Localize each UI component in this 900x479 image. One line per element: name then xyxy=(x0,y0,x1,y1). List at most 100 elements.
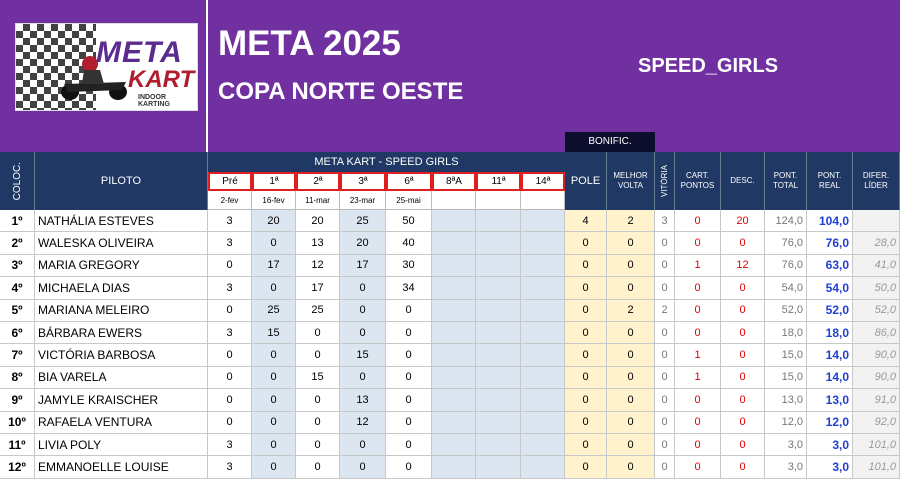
driver-name-cell: MARIANA MELEIRO xyxy=(35,299,208,322)
melhor-volta-cell: 0 xyxy=(607,411,655,434)
pole-cell: 0 xyxy=(565,411,607,434)
stage-date-0: 2-fev xyxy=(208,191,252,210)
stage-points-cell xyxy=(432,277,476,300)
table-row: 10º RAFAELA VENTURA 0 0 0 12 0 0 0 0 0 0 12,0 12,0 92,… xyxy=(0,411,900,434)
stage-points-cell: 0 xyxy=(340,434,386,457)
meta-kart-logo: META KART INDOOR KARTING xyxy=(15,23,198,111)
cart-pontos-cell: 1 xyxy=(675,344,721,367)
driver-name-cell: BÁRBARA EWERS xyxy=(35,322,208,345)
pole-cell: 4 xyxy=(565,210,607,233)
stage-points-cell xyxy=(476,210,521,233)
stage-points-cell: 25 xyxy=(252,299,296,322)
stage-points-cell xyxy=(521,366,565,390)
pont-total-cell: 12,0 xyxy=(765,411,807,434)
desc-cell: 20 xyxy=(721,210,765,233)
desc-cell: 0 xyxy=(721,232,765,255)
cart-pontos-cell: 1 xyxy=(675,366,721,390)
stage-date-6 xyxy=(476,191,521,210)
stage-points-cell: 25 xyxy=(340,210,386,233)
vitoria-cell: 0 xyxy=(655,411,675,434)
stage-points-cell: 0 xyxy=(252,232,296,255)
stage-points-cell: 15 xyxy=(296,366,340,390)
stage-points-cell xyxy=(432,434,476,457)
stage-points-cell: 3 xyxy=(208,456,252,479)
stage-date-1: 16-fev xyxy=(252,191,296,210)
desc-cell: 0 xyxy=(721,411,765,434)
desc-cell: 0 xyxy=(721,322,765,345)
stage-points-cell xyxy=(476,232,521,255)
driver-name-cell: VICTÓRIA BARBOSA xyxy=(35,344,208,367)
stage-points-cell: 0 xyxy=(252,456,296,479)
logo-meta-text: META xyxy=(96,36,183,69)
col-cart-label: CART. xyxy=(686,171,709,180)
position-cell: 5º xyxy=(0,299,35,322)
stage-points-cell: 0 xyxy=(208,389,252,412)
stage-date-7 xyxy=(521,191,565,210)
driver-name-cell: WALESKA OLIVEIRA xyxy=(35,232,208,255)
vitoria-cell: 3 xyxy=(655,210,675,233)
stage-date-3: 23-mar xyxy=(340,191,386,210)
stage-points-cell: 15 xyxy=(252,322,296,345)
stage-points-cell: 0 xyxy=(386,411,432,434)
pont-total-cell: 3,0 xyxy=(765,456,807,479)
col-pont-total: PONT. TOTAL xyxy=(765,152,807,210)
stage-points-cell xyxy=(476,254,521,278)
vitoria-cell: 0 xyxy=(655,456,675,479)
page-subtitle: COPA NORTE OESTE xyxy=(218,78,464,105)
stage-points-cell: 0 xyxy=(208,254,252,278)
col-ptotal-label1: PONT. xyxy=(773,171,798,180)
pont-total-cell: 18,0 xyxy=(765,322,807,345)
table-row: 8º BIA VARELA 0 0 15 0 0 0 0 0 1 0 15,0 14,0 90,0 xyxy=(0,366,900,390)
pont-total-cell: 54,0 xyxy=(765,277,807,300)
stage-header-1: 1ª xyxy=(252,172,296,191)
pont-real-cell: 18,0 xyxy=(807,322,853,345)
stage-points-cell xyxy=(521,210,565,233)
position-cell: 3º xyxy=(0,254,35,278)
col-pole: POLE xyxy=(565,152,607,210)
col-preal-label2: REAL xyxy=(819,181,840,190)
pont-real-cell: 104,0 xyxy=(807,210,853,233)
stage-points-cell xyxy=(432,344,476,367)
pont-total-cell: 13,0 xyxy=(765,389,807,412)
difer-lider-cell: 90,0 xyxy=(853,366,900,390)
stage-points-cell xyxy=(432,322,476,345)
stage-points-cell: 3 xyxy=(208,232,252,255)
stage-points-cell: 0 xyxy=(296,322,340,345)
cart-pontos-cell: 0 xyxy=(675,411,721,434)
stage-points-cell: 25 xyxy=(296,299,340,322)
cart-pontos-cell: 0 xyxy=(675,456,721,479)
pole-cell: 0 xyxy=(565,299,607,322)
stage-points-cell: 0 xyxy=(296,456,340,479)
stage-points-cell: 0 xyxy=(208,366,252,390)
stage-points-cell xyxy=(476,389,521,412)
stage-points-cell xyxy=(521,322,565,345)
stage-points-cell: 0 xyxy=(340,299,386,322)
stage-points-cell: 0 xyxy=(386,389,432,412)
stage-points-cell xyxy=(476,277,521,300)
stage-points-cell xyxy=(521,232,565,255)
col-pont-real: PONT. REAL xyxy=(807,152,853,210)
col-ptotal-label2: TOTAL xyxy=(772,181,799,190)
stage-date-4: 25-mai xyxy=(386,191,432,210)
stage-points-cell xyxy=(432,366,476,390)
stage-points-cell xyxy=(521,434,565,457)
stage-points-cell: 30 xyxy=(386,254,432,278)
stage-points-cell: 0 xyxy=(386,366,432,390)
stage-points-cell: 0 xyxy=(252,344,296,367)
stage-points-cell xyxy=(521,277,565,300)
pont-real-cell: 3,0 xyxy=(807,456,853,479)
table-row: 3º MARIA GREGORY 0 17 12 17 30 0 0 0 1 12 76,0 63,0 41… xyxy=(0,254,900,278)
stage-points-cell: 0 xyxy=(208,344,252,367)
stage-points-cell: 0 xyxy=(340,456,386,479)
kart-icon xyxy=(61,56,127,100)
stage-points-cell: 20 xyxy=(252,210,296,233)
pont-real-cell: 3,0 xyxy=(807,434,853,457)
stage-header-6: 11ª xyxy=(476,172,521,191)
cart-pontos-cell: 0 xyxy=(675,210,721,233)
pole-cell: 0 xyxy=(565,434,607,457)
stage-points-cell xyxy=(521,344,565,367)
cart-pontos-cell: 0 xyxy=(675,277,721,300)
melhor-volta-cell: 0 xyxy=(607,366,655,390)
pole-cell: 0 xyxy=(565,344,607,367)
stage-points-cell: 50 xyxy=(386,210,432,233)
